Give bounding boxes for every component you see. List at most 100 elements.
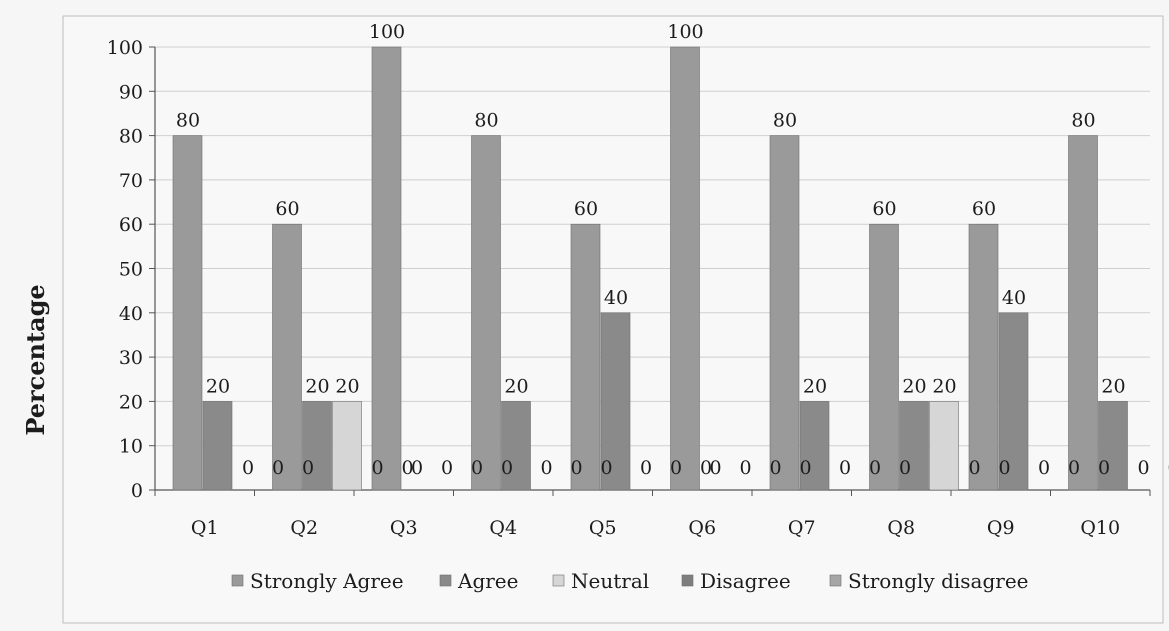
data-label: 0 (441, 457, 453, 479)
data-label: 100 (667, 21, 703, 43)
x-tick-label: Q6 (688, 517, 716, 539)
bar (272, 223, 302, 491)
bar (968, 223, 999, 491)
y-tick-label: 50 (119, 259, 143, 281)
x-tick-label: Q4 (489, 517, 517, 539)
bar (899, 401, 929, 491)
legend-label: Strongly disagree (848, 569, 1029, 593)
bar (501, 401, 531, 491)
bar (332, 401, 362, 491)
y-tick-label: 70 (119, 170, 143, 192)
data-label: 80 (474, 110, 498, 132)
data-label: 100 (369, 21, 405, 43)
data-label: 20 (803, 375, 827, 397)
data-label: 20 (932, 375, 956, 397)
data-label: 0 (302, 457, 314, 479)
data-label: 60 (872, 198, 896, 220)
bar (670, 46, 700, 491)
y-tick-label: 60 (119, 214, 143, 236)
data-label: 0 (272, 457, 284, 479)
x-tick-label: Q2 (290, 517, 318, 539)
data-label: 0 (501, 457, 513, 479)
bars (172, 46, 1128, 491)
data-label: 0 (401, 457, 413, 479)
bar (1098, 401, 1128, 491)
legend-swatch (439, 574, 452, 587)
data-label: 0 (709, 457, 721, 479)
data-label: 0 (640, 457, 652, 479)
bar (998, 312, 1029, 491)
y-tick-label: 10 (119, 436, 143, 458)
data-label: 0 (869, 457, 881, 479)
data-label: 0 (371, 457, 383, 479)
data-label: 0 (769, 457, 781, 479)
x-tick-label: Q8 (887, 517, 915, 539)
data-label: 0 (411, 457, 423, 479)
data-label: 0 (799, 457, 811, 479)
bar (600, 312, 631, 491)
data-label: 20 (305, 375, 329, 397)
bar (869, 223, 899, 491)
data-label: 0 (998, 457, 1010, 479)
data-label: 60 (275, 198, 299, 220)
data-label: 0 (670, 457, 682, 479)
bar (769, 135, 800, 491)
data-label: 0 (739, 457, 751, 479)
legend: Strongly Agree Agree Neutral Disagree Strong… (231, 569, 1029, 593)
legend-swatch (829, 574, 842, 587)
bar (172, 135, 203, 491)
data-label: 0 (1098, 457, 1110, 479)
data-label: 40 (1002, 287, 1026, 309)
data-label: 20 (335, 375, 359, 397)
data-label: 0 (1137, 457, 1149, 479)
x-tick-label: Q3 (390, 517, 418, 539)
data-label: 0 (600, 457, 612, 479)
data-label: 60 (574, 198, 598, 220)
data-label: 40 (604, 287, 628, 309)
data-label: 0 (540, 457, 552, 479)
data-label: 0 (1068, 457, 1080, 479)
y-tick-label: 90 (119, 81, 143, 103)
x-tick-label: Q5 (589, 517, 617, 539)
data-label: 0 (570, 457, 582, 479)
legend-label: Disagree (700, 569, 791, 593)
x-tick-label: Q1 (191, 517, 219, 539)
data-label: 0 (1167, 457, 1169, 479)
y-tick-label: 100 (107, 37, 143, 59)
data-label: 0 (700, 457, 712, 479)
x-tick-label: Q7 (788, 517, 816, 539)
data-label: 0 (899, 457, 911, 479)
data-label: 20 (1101, 375, 1125, 397)
x-tick-label: Q10 (1080, 517, 1120, 539)
data-label: 80 (773, 110, 797, 132)
y-tick-label: 20 (119, 391, 143, 413)
legend-label: Strongly Agree (250, 569, 404, 593)
bar (302, 401, 332, 491)
bar (471, 135, 501, 491)
bar (570, 223, 601, 491)
legend-swatch (681, 574, 694, 587)
data-label: 0 (839, 457, 851, 479)
data-label: 20 (206, 375, 230, 397)
y-tick-label: 30 (119, 347, 143, 369)
bar (371, 46, 402, 491)
bar (799, 401, 830, 491)
legend-label: Neutral (571, 569, 649, 593)
data-label: 80 (176, 110, 200, 132)
y-tick-label: 40 (119, 303, 143, 325)
bar (929, 401, 959, 491)
bar (1068, 135, 1098, 491)
data-label: 0 (968, 457, 980, 479)
data-label: 20 (902, 375, 926, 397)
x-tick-label: Q9 (987, 517, 1015, 539)
y-tick-label: 0 (131, 480, 143, 502)
data-label: 0 (471, 457, 483, 479)
data-label: 80 (1071, 110, 1095, 132)
data-label: 0 (242, 457, 254, 479)
legend-swatch (552, 574, 565, 587)
legend-label: Agree (457, 569, 518, 593)
data-label: 0 (1038, 457, 1050, 479)
